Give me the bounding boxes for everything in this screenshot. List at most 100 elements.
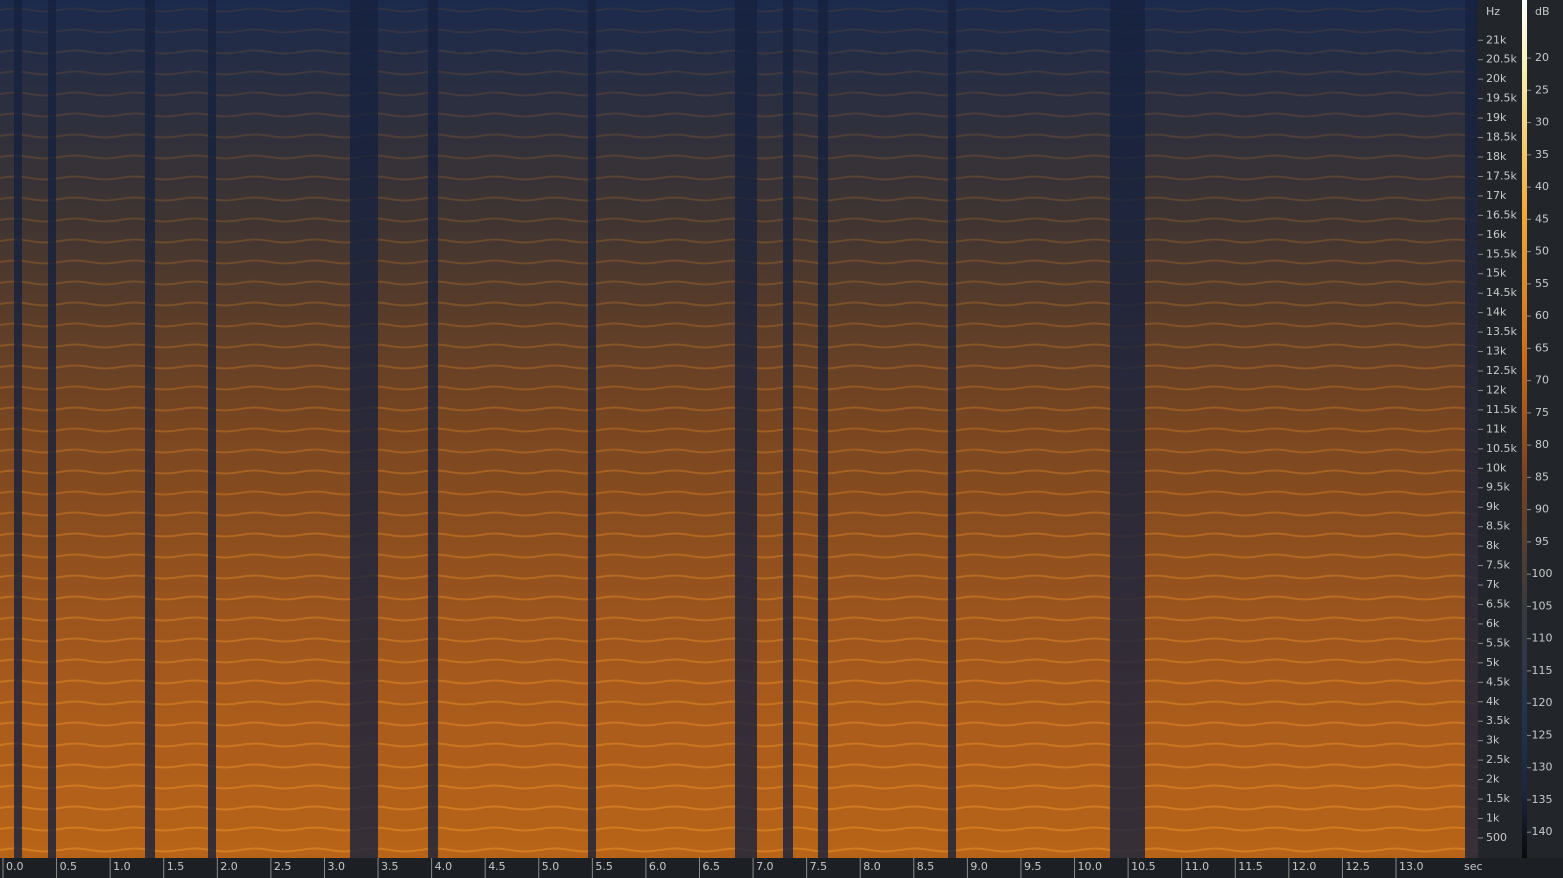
y-tick-label: 17.5k [1486,169,1517,182]
y-tick-label: 3.5k [1486,714,1510,727]
y-tick-label: 2.5k [1486,753,1510,766]
y-axis-label: Hz [1486,5,1500,18]
y-tick-label: 9.5k [1486,481,1510,494]
silence-bands [14,0,1478,858]
y-tick-label: 10k [1486,461,1507,474]
x-tick-label: 3.5 [381,860,399,873]
x-tick-label: 7.5 [810,860,828,873]
colorbar-tick-label: 120 [1532,696,1553,709]
y-tick-label: 6k [1486,617,1500,630]
colorbar-tick-label: 85 [1535,470,1549,483]
y-tick-label: 21k [1486,33,1507,46]
y-tick-label: 17k [1486,189,1507,202]
y-tick-label: 16.5k [1486,208,1517,221]
x-axis-label: sec [1464,860,1483,873]
y-tick-label: 9k [1486,500,1500,513]
y-tick-label: 20.5k [1486,53,1517,66]
y-tick-label: 13.5k [1486,325,1517,338]
y-tick-label: 14.5k [1486,286,1517,299]
colorbar-tick-label: 40 [1535,180,1549,193]
y-tick-label: 16k [1486,228,1507,241]
x-tick-label: 7.0 [756,860,774,873]
x-tick-label: 5.0 [542,860,560,873]
colorbar-tick-label: 125 [1532,728,1553,741]
y-tick-label: 15.5k [1486,247,1517,260]
y-tick-label: 7.5k [1486,559,1510,572]
y-tick-label: 18k [1486,150,1507,163]
x-tick-label: 0.5 [60,860,78,873]
x-tick-label: 13.0 [1399,860,1424,873]
y-tick-label: 5.5k [1486,636,1510,649]
y-tick-label: 500 [1486,831,1507,844]
y-tick-label: 3k [1486,734,1500,747]
y-tick-label: 12k [1486,383,1507,396]
x-tick-label: 1.0 [113,860,131,873]
y-tick-label: 2k [1486,773,1500,786]
colorbar-tick-label: 105 [1532,599,1553,612]
colorbar-tick-label: 95 [1535,535,1549,548]
x-tick-label: 6.5 [702,860,720,873]
colorbar-tick-label: 35 [1535,148,1549,161]
y-tick-label: 13k [1486,345,1507,358]
y-tick-label: 11k [1486,422,1507,435]
axis-panel [1478,0,1563,858]
y-tick-label: 7k [1486,578,1500,591]
x-tick-label: 6.0 [649,860,667,873]
colorbar-tick-label: 130 [1532,761,1553,774]
x-tick-label: 8.0 [863,860,881,873]
colorbar [1522,0,1527,858]
x-tick-label: 11.5 [1238,860,1263,873]
x-tick-label: 8.5 [917,860,935,873]
y-tick-label: 20k [1486,72,1507,85]
x-tick-label: 9.5 [1024,860,1042,873]
y-tick-label: 8.5k [1486,520,1510,533]
y-tick-label: 4k [1486,695,1500,708]
y-tick-label: 18.5k [1486,131,1517,144]
y-tick-label: 8k [1486,539,1500,552]
colorbar-tick-label: 100 [1532,567,1553,580]
x-tick-label: 1.5 [167,860,185,873]
colorbar-tick-label: 45 [1535,212,1549,225]
colorbar-tick-label: 25 [1535,83,1549,96]
axis-panel [0,858,1563,878]
x-tick-label: 4.5 [488,860,506,873]
y-tick-label: 1k [1486,811,1500,824]
x-tick-label: 12.5 [1345,860,1370,873]
colorbar-tick-label: 90 [1535,503,1549,516]
colorbar-tick-label: 65 [1535,341,1549,354]
colorbar-label: dB [1535,5,1550,18]
x-tick-label: 4.0 [435,860,453,873]
colorbar-tick-label: 55 [1535,277,1549,290]
colorbar-tick-label: 110 [1532,632,1553,645]
y-tick-label: 4.5k [1486,675,1510,688]
x-tick-label: 2.5 [274,860,292,873]
colorbar-tick-label: 20 [1535,51,1549,64]
colorbar-tick-label: 50 [1535,245,1549,258]
colorbar-tick-label: 70 [1535,374,1549,387]
x-tick-label: 11.0 [1185,860,1210,873]
y-tick-label: 10.5k [1486,442,1517,455]
x-tick-label: 12.0 [1292,860,1317,873]
y-tick-label: 5k [1486,656,1500,669]
colorbar-tick-label: 135 [1532,793,1553,806]
colorbar-tick-label: 30 [1535,116,1549,129]
x-tick-label: 0.0 [6,860,24,873]
y-tick-label: 1.5k [1486,792,1510,805]
y-tick-label: 14k [1486,306,1507,319]
y-tick-label: 19k [1486,111,1507,124]
x-tick-label: 10.0 [1078,860,1103,873]
colorbar-tick-label: 60 [1535,309,1549,322]
y-tick-label: 6.5k [1486,597,1510,610]
y-tick-label: 11.5k [1486,403,1517,416]
colorbar-tick-label: 115 [1532,664,1553,677]
colorbar-tick-label: 75 [1535,406,1549,419]
y-tick-label: 19.5k [1486,92,1517,105]
y-tick-label: 15k [1486,267,1507,280]
y-tick-label: 12.5k [1486,364,1517,377]
x-tick-label: 9.0 [970,860,988,873]
x-tick-label: 3.0 [327,860,345,873]
colorbar-tick-label: 140 [1532,825,1553,838]
x-tick-label: 5.5 [595,860,613,873]
